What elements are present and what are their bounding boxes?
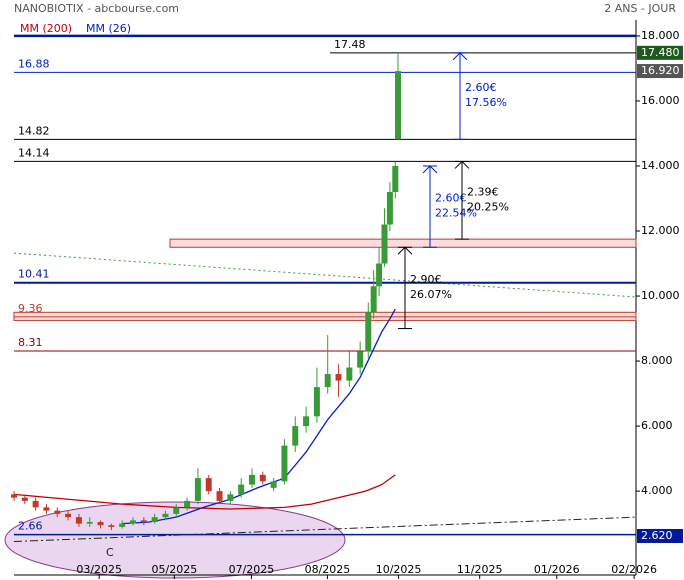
y-tick-label: 16.000 [641,94,680,107]
measure-amount: 2.90€ [410,273,442,286]
price-tag [637,528,683,543]
y-tick-label: 6.000 [641,419,673,432]
level-label: 14.82 [18,124,50,137]
measure-percent: 22.54% [435,207,477,220]
measure-arrow [422,165,438,174]
level-label: 14.14 [18,146,50,159]
pattern-label: C [106,546,114,559]
x-tick-label: 05/2025 [152,563,198,576]
candle-body [376,263,383,287]
y-tick-label: 14.000 [641,159,680,172]
price-tag [637,64,683,79]
candle-body [54,510,61,514]
candle-body [395,71,402,140]
candle-body [227,494,234,501]
candle-body [173,507,180,514]
legend-entry: MM (200) [20,22,72,35]
price-tag-label: 17.480 [641,46,680,59]
candle-body [370,286,377,313]
candle-body [392,165,399,192]
level-label: 8.31 [18,336,43,349]
candle-body [346,367,353,381]
zone [169,238,637,248]
measure-amount: 2.60€ [435,192,467,205]
candle-body [324,374,331,388]
x-tick-label: 01/2026 [534,563,580,576]
x-tick-label: 08/2025 [305,563,351,576]
x-tick-label: 03/2025 [76,563,122,576]
chart-title: NANOBIOTIX - abcbourse.com [14,2,179,15]
y-tick-label: 8.000 [641,354,673,367]
x-tick-label: 11/2025 [457,563,503,576]
measure-amount: 2.39€ [467,185,499,198]
candle-body [162,513,169,518]
candle-body [32,500,39,508]
level-label: 9.36 [18,302,43,315]
candle-body [335,374,342,381]
candle-body [386,191,393,225]
candle-body [313,387,320,417]
candle-body [381,224,388,264]
candle-body [129,520,136,524]
price-tag [637,45,683,60]
level-label: 16.88 [18,57,50,70]
measure-arrow [397,246,413,255]
level-label: 17.48 [334,38,366,51]
candle-body [259,474,266,482]
measure-percent: 20.25% [467,200,509,213]
price-tag-label: 16.920 [641,64,680,77]
candle-body [292,426,299,446]
candle-body [194,478,201,501]
x-tick-label: 07/2025 [229,563,275,576]
candle-body [281,445,288,482]
y-tick-label: 10.000 [641,289,680,302]
candle-body [21,497,28,501]
candle-body [140,520,147,523]
period: 2 ANS - JOUR [604,2,676,15]
candle-body [11,494,17,498]
moving-average [122,308,396,525]
candle-body [119,523,126,527]
candle-body [248,474,255,485]
candle-body [365,312,372,352]
candle-body [108,525,115,527]
level-label: 10.41 [18,268,50,281]
candle-body [216,491,223,501]
price-tag-label: 2.620 [641,529,673,542]
measure-percent: 17.56% [465,96,507,109]
x-tick-label: 10/2025 [376,563,422,576]
measure-percent: 26.07% [410,288,452,301]
level-label: 2.66 [18,520,43,533]
measure-amount: 2.60€ [465,81,497,94]
y-tick-label: 12.000 [641,224,680,237]
candle-body [205,478,212,492]
candle-body [151,517,158,523]
candle-body [238,484,245,495]
measure-arrow [454,160,470,169]
moving-average [13,474,396,510]
candle-body [184,500,191,508]
legend-entry: MM (26) [86,22,131,35]
trendline [13,252,637,298]
candle-body [75,517,82,524]
measure-arrow [452,52,468,61]
y-tick-label: 4.000 [641,484,673,497]
trendline [13,516,637,543]
x-tick-label: 02/2026 [611,563,657,576]
candle-body [357,351,364,368]
candle-body [97,522,104,526]
candle-body [303,416,310,427]
candle-body [65,513,72,518]
candle-body [43,507,50,511]
y-tick-label: 18.000 [641,29,680,42]
candle-body [270,481,277,488]
candle-body [86,522,93,524]
